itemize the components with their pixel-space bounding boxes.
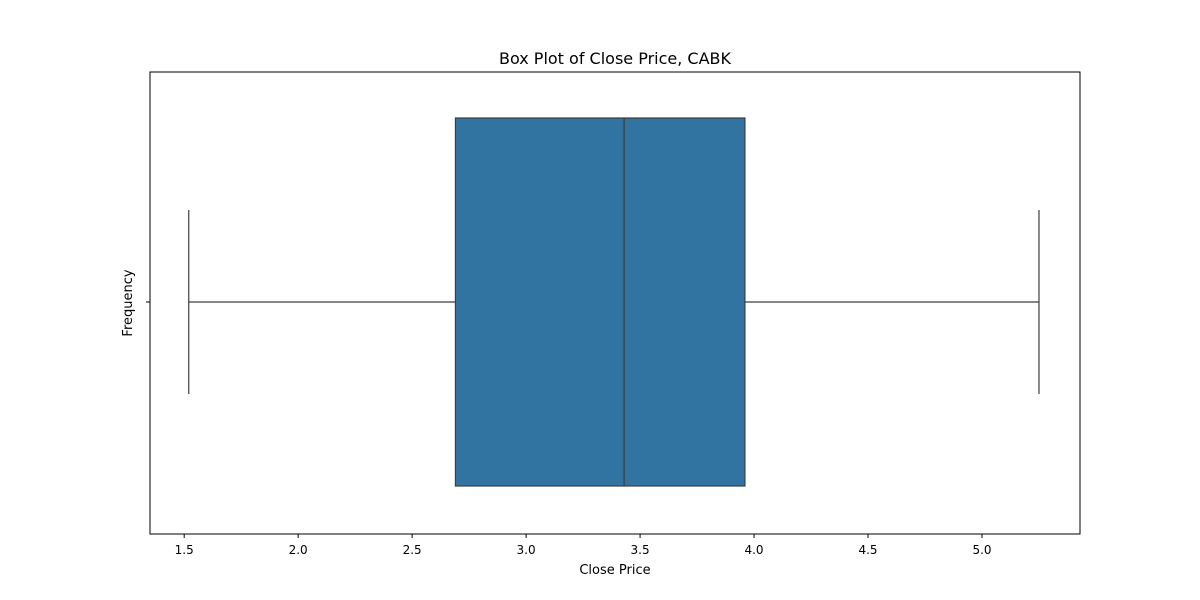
plot-frame <box>149 71 1081 535</box>
x-tick-label: 4.0 <box>744 543 763 557</box>
x-tick-label: 3.0 <box>517 543 536 557</box>
x-tick-label: 5.0 <box>972 543 991 557</box>
x-tick-label: 4.5 <box>858 543 877 557</box>
interquartile-box <box>454 117 746 487</box>
x-tick-label: 3.5 <box>631 543 650 557</box>
x-axis-label: Close Price <box>579 563 650 578</box>
box-plot-marks <box>188 117 1040 487</box>
x-tick-label: 1.5 <box>175 543 194 557</box>
x-tick-label: 2.5 <box>403 543 422 557</box>
x-axis-ticks: 1.5 2.0 2.5 3.0 3.5 4.0 4.5 5.0 <box>175 534 992 557</box>
chart-title: Box Plot of Close Price, CABK <box>499 49 732 68</box>
x-tick-label: 2.0 <box>289 543 308 557</box>
y-axis-label: Frequency <box>121 269 136 336</box>
